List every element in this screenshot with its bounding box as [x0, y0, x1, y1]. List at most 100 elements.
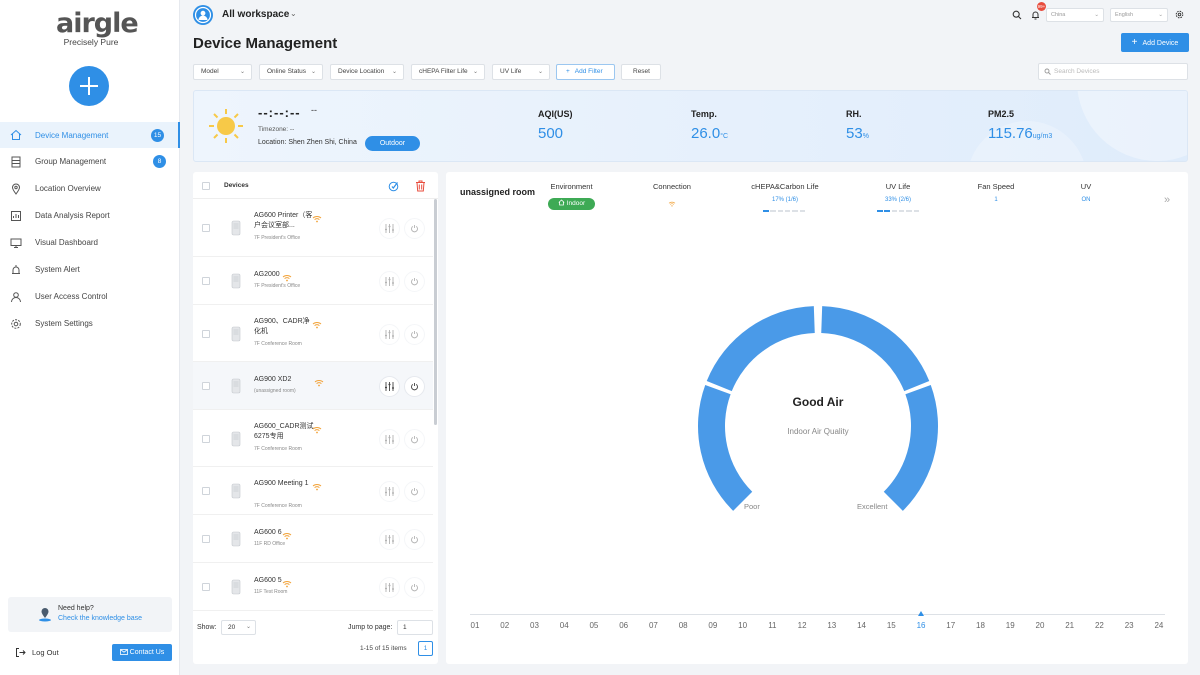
hour-label[interactable]: 18 [976, 621, 985, 630]
hour-label[interactable]: 13 [827, 621, 837, 630]
hour-label[interactable]: 14 [857, 621, 866, 630]
hour-label[interactable]: 03 [530, 621, 539, 630]
hour-label[interactable]: 05 [589, 621, 599, 630]
count-badge: 8 [153, 155, 166, 168]
sidebar-item-user-access-control[interactable]: User Access Control [0, 283, 180, 310]
row-checkbox[interactable] [202, 224, 210, 232]
sidebar-item-location-overview[interactable]: Location Overview [0, 175, 180, 202]
settings-button[interactable] [379, 271, 400, 292]
chevron-down-icon[interactable]: ⌄ [290, 9, 297, 18]
row-checkbox[interactable] [202, 434, 210, 443]
scrollbar[interactable] [434, 199, 437, 425]
workspace-selector[interactable]: All workspace [222, 9, 290, 20]
device-row[interactable]: AG600 6 11F RD Office [193, 515, 433, 563]
language-select[interactable]: English ⌄ [1110, 8, 1168, 22]
row-checkbox[interactable] [202, 583, 210, 591]
power-button[interactable] [404, 271, 425, 292]
bell-icon[interactable] [1031, 10, 1040, 20]
page-size-select[interactable]: 20 ⌄ [221, 620, 256, 635]
hour-timeline[interactable] [470, 614, 1165, 615]
hour-label[interactable]: 22 [1094, 621, 1104, 630]
hour-label[interactable]: 20 [1035, 621, 1045, 630]
device-row[interactable]: AG900、CADR净化机 7F Conference Room [193, 305, 433, 362]
device-row[interactable]: AG600 5 11F Test Room [193, 563, 433, 611]
chevron-down-icon: ⌄ [1158, 12, 1163, 18]
logout-button[interactable]: Log Out [15, 647, 59, 658]
power-button[interactable] [404, 376, 425, 397]
model-filter[interactable]: Model ⌄ [193, 64, 252, 80]
sidebar-item-visual-dashboard[interactable]: Visual Dashboard [0, 229, 180, 256]
hour-label[interactable]: 21 [1065, 621, 1075, 630]
row-checkbox[interactable] [202, 277, 210, 285]
sidebar-item-system-settings[interactable]: System Settings [0, 310, 180, 337]
hour-label[interactable]: 09 [708, 621, 718, 630]
chepa-filter-life-filter[interactable]: cHEPA Filter Life ⌄ [411, 64, 485, 80]
hour-label[interactable]: 16 [916, 621, 926, 630]
device-row[interactable]: AG900 XD2 (unassigned room) [193, 362, 433, 410]
chevron-right-icon[interactable]: » [1164, 194, 1171, 206]
settings-button[interactable] [379, 218, 400, 239]
hour-label[interactable]: 11 [768, 621, 777, 630]
region-select[interactable]: China ⌄ [1046, 8, 1104, 22]
row-checkbox[interactable] [202, 487, 210, 495]
device-row[interactable]: AG600 Printer（客户会议室部... 7F President's Of… [193, 199, 433, 257]
device-location: 7F Conference Room [254, 341, 302, 347]
sidebar-item-system-alert[interactable]: System Alert [0, 256, 180, 283]
hour-label[interactable]: 12 [797, 621, 807, 630]
hour-label[interactable]: 06 [619, 621, 629, 630]
power-button[interactable] [404, 428, 425, 450]
device-location-filter[interactable]: Device Location ⌄ [330, 64, 404, 80]
uv-life-filter[interactable]: UV Life ⌄ [492, 64, 550, 80]
hour-label[interactable]: 15 [886, 621, 896, 630]
select-all-checkbox[interactable] [202, 182, 210, 190]
row-checkbox[interactable] [202, 329, 210, 338]
add-device-button[interactable]: + Add Device [1121, 33, 1189, 52]
hour-label[interactable]: 08 [678, 621, 688, 630]
hour-label[interactable]: 01 [470, 621, 480, 630]
device-row[interactable]: AG2000 7F President's Office [193, 257, 433, 305]
device-row[interactable]: AG900 Meeting 1 7F Conference Room [193, 467, 433, 515]
settings-button[interactable] [379, 376, 400, 397]
power-button[interactable] [404, 529, 425, 550]
search-devices-input[interactable]: Search Devices [1038, 63, 1188, 80]
page-1-button[interactable]: 1 [418, 641, 433, 656]
power-button[interactable] [404, 577, 425, 598]
gear-icon[interactable] [1175, 10, 1184, 19]
hour-label[interactable]: 04 [559, 621, 569, 630]
hour-label[interactable]: 10 [738, 621, 748, 630]
device-row[interactable]: AG600_CADR测试6275专用 7F Conference Room [193, 410, 433, 467]
row-checkbox[interactable] [202, 382, 210, 390]
settings-button[interactable] [379, 529, 400, 550]
hour-label[interactable]: 17 [946, 621, 956, 630]
reset-button[interactable]: Reset [621, 64, 661, 80]
hour-label[interactable]: 02 [500, 621, 510, 630]
add-plus-button[interactable] [69, 66, 109, 106]
jump-to-page-input[interactable]: 1 [397, 620, 433, 635]
contact-us-button[interactable]: Contact Us [112, 644, 172, 661]
edit-icon[interactable] [388, 180, 400, 192]
hour-label[interactable]: 07 [648, 621, 658, 630]
settings-button[interactable] [379, 428, 400, 450]
sidebar-item-group-management[interactable]: Group Management 8 [0, 148, 180, 175]
trash-icon[interactable] [415, 180, 426, 192]
outdoor-toggle[interactable]: Outdoor [365, 136, 420, 151]
hour-label[interactable]: 23 [1124, 621, 1134, 630]
power-button[interactable] [404, 218, 425, 239]
knowledge-base-link[interactable]: Check the knowledge base [58, 615, 143, 622]
workspace-avatar[interactable] [193, 5, 213, 25]
timeline-marker[interactable] [918, 611, 924, 616]
power-button[interactable] [404, 323, 425, 345]
online-status-filter[interactable]: Online Status ⌄ [259, 64, 323, 80]
chevron-down-icon: ⌄ [310, 69, 316, 75]
row-checkbox[interactable] [202, 535, 210, 543]
settings-button[interactable] [379, 481, 400, 502]
settings-button[interactable] [379, 577, 400, 598]
hour-label[interactable]: 19 [1005, 621, 1015, 630]
power-button[interactable] [404, 481, 425, 502]
sidebar-item-device-management[interactable]: Device Management 15 [0, 122, 180, 148]
search-icon[interactable] [1012, 10, 1022, 20]
settings-button[interactable] [379, 323, 400, 345]
add-filter-button[interactable]: + Add Filter [556, 64, 615, 80]
hour-label[interactable]: 24 [1154, 621, 1164, 630]
sidebar-item-data-analysis-report[interactable]: Data Analysis Report [0, 202, 180, 229]
